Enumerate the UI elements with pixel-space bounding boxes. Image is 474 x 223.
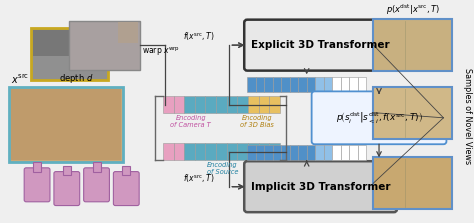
Bar — [259, 96, 269, 113]
Bar — [247, 77, 255, 92]
Bar — [332, 145, 341, 160]
FancyBboxPatch shape — [373, 19, 452, 71]
Bar — [255, 77, 264, 92]
FancyBboxPatch shape — [113, 171, 139, 206]
Text: $f(x^{\rm src}, T)$: $f(x^{\rm src}, T)$ — [183, 172, 215, 185]
Bar — [281, 145, 290, 160]
FancyBboxPatch shape — [69, 21, 140, 70]
Bar — [206, 143, 216, 160]
Bar — [195, 96, 206, 113]
Bar — [237, 96, 248, 113]
Bar — [248, 96, 259, 113]
Text: $p\!\left(s_i^{\rm dst}\middle|s_{<i}^{\rm dst}, f(x^{\rm src},T)\right)$: $p\!\left(s_i^{\rm dst}\middle|s_{<i}^{\… — [336, 110, 422, 125]
Bar — [33, 30, 107, 56]
Bar — [264, 77, 273, 92]
Bar — [307, 77, 315, 92]
Bar — [341, 145, 349, 160]
Bar — [315, 77, 324, 92]
FancyBboxPatch shape — [24, 168, 50, 202]
Bar — [163, 96, 173, 113]
FancyBboxPatch shape — [311, 91, 447, 144]
Bar — [324, 145, 332, 160]
Bar — [358, 77, 366, 92]
Bar — [358, 145, 366, 160]
FancyBboxPatch shape — [244, 161, 397, 212]
Bar — [349, 77, 358, 92]
Text: $p(x^{\rm dst}|x^{\rm src}, T)$: $p(x^{\rm dst}|x^{\rm src}, T)$ — [385, 2, 440, 17]
Bar — [184, 96, 195, 113]
Bar — [298, 145, 307, 160]
Bar — [269, 143, 280, 160]
Bar — [281, 77, 290, 92]
Bar — [269, 96, 280, 113]
Bar — [163, 143, 173, 160]
Bar — [332, 77, 341, 92]
Bar — [247, 145, 255, 160]
Text: Implicit 3D Transformer: Implicit 3D Transformer — [251, 182, 390, 192]
Bar — [206, 96, 216, 113]
Bar — [298, 77, 307, 92]
Bar — [227, 96, 237, 113]
Bar — [264, 145, 273, 160]
Text: Explicit 3D Transformer: Explicit 3D Transformer — [251, 40, 390, 50]
Bar — [273, 77, 281, 92]
Bar — [255, 145, 264, 160]
Bar — [92, 162, 100, 171]
Bar — [216, 143, 227, 160]
Text: Samples of Novel Views: Samples of Novel Views — [463, 68, 472, 164]
Bar — [118, 23, 138, 43]
Bar — [290, 145, 298, 160]
Bar — [11, 89, 121, 160]
FancyBboxPatch shape — [373, 87, 452, 138]
FancyBboxPatch shape — [373, 157, 452, 209]
Bar — [341, 77, 349, 92]
FancyBboxPatch shape — [83, 168, 109, 202]
FancyBboxPatch shape — [9, 87, 123, 162]
Text: depth $d$: depth $d$ — [58, 72, 93, 85]
Bar — [290, 77, 298, 92]
Text: $x^{\rm src}$: $x^{\rm src}$ — [11, 73, 29, 86]
Bar — [33, 162, 41, 171]
Bar — [315, 145, 324, 160]
FancyBboxPatch shape — [54, 171, 80, 206]
Bar — [273, 145, 281, 160]
Bar — [227, 143, 237, 160]
Text: Encoding
of Camera T: Encoding of Camera T — [170, 115, 211, 128]
Bar — [259, 143, 269, 160]
Text: warp $x^{\rm wrp}$: warp $x^{\rm wrp}$ — [142, 44, 180, 58]
Bar — [237, 143, 248, 160]
Bar — [195, 143, 206, 160]
Bar — [173, 96, 184, 113]
FancyBboxPatch shape — [244, 20, 397, 71]
Bar — [349, 145, 358, 160]
Text: $f(x^{\rm src}, T)$: $f(x^{\rm src}, T)$ — [183, 31, 215, 43]
Bar — [63, 166, 71, 175]
Bar — [122, 166, 130, 175]
FancyBboxPatch shape — [31, 28, 109, 80]
Bar — [324, 77, 332, 92]
Bar — [216, 96, 227, 113]
Text: Encoding
of Source: Encoding of Source — [207, 162, 238, 175]
Text: Encoding
of 3D Bias: Encoding of 3D Bias — [240, 115, 274, 128]
Bar — [184, 143, 195, 160]
Bar — [173, 143, 184, 160]
Bar — [307, 145, 315, 160]
Bar — [248, 143, 259, 160]
